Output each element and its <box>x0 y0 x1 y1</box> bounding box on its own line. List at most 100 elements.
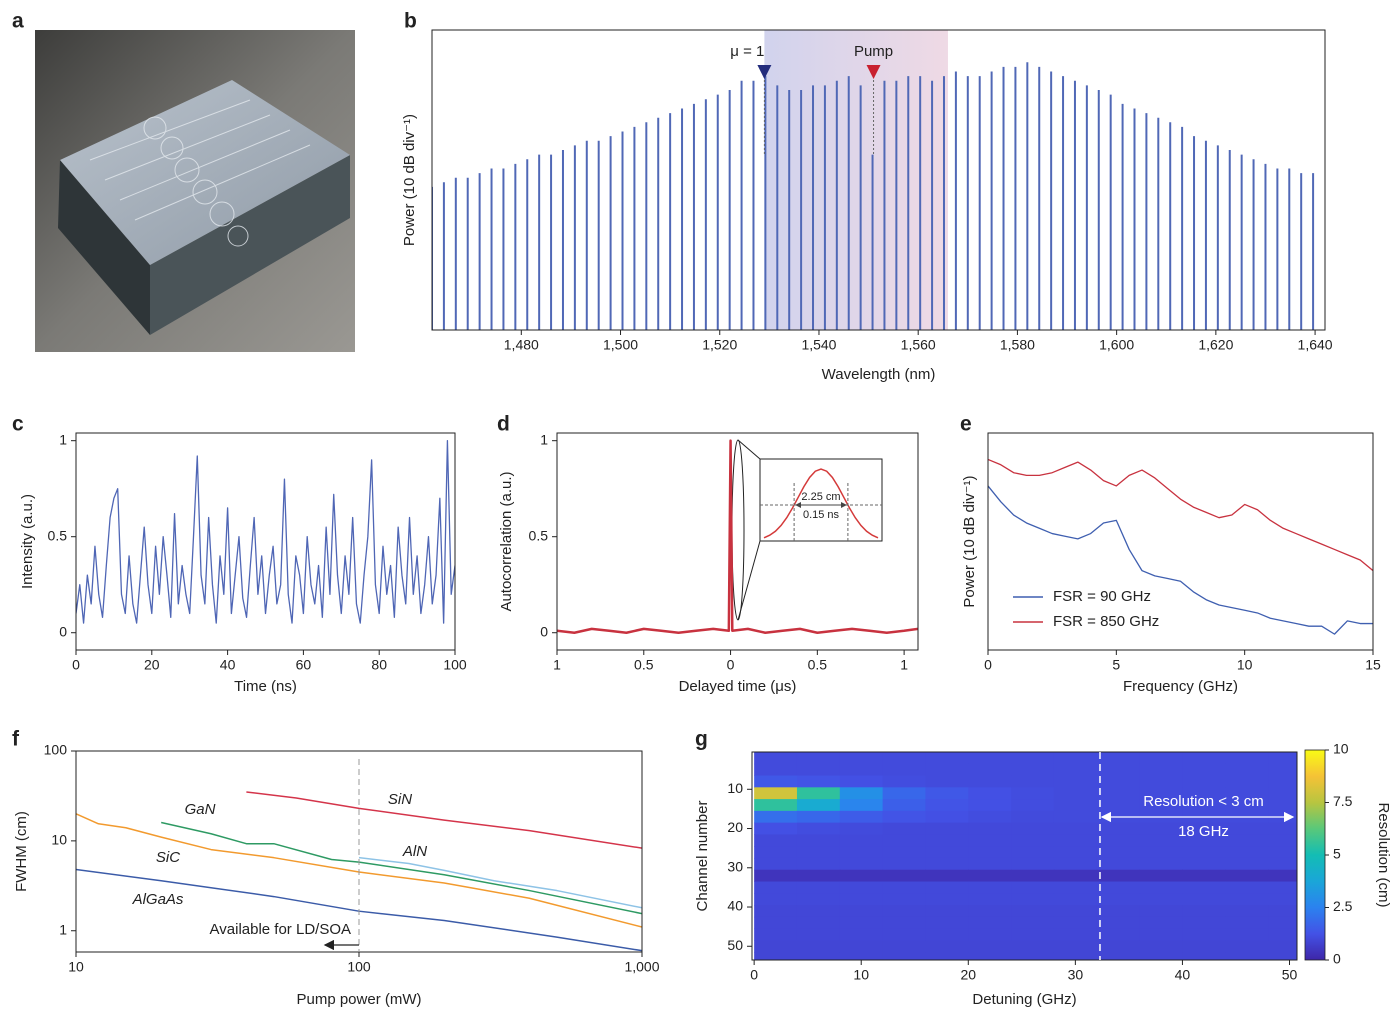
heat-cell <box>1268 799 1297 812</box>
heat-cell <box>1096 846 1141 859</box>
heat-cell <box>1268 881 1297 894</box>
heat-cell <box>1139 799 1183 812</box>
heat-cell <box>839 940 884 953</box>
heat-cell <box>796 928 841 941</box>
heat-cell <box>1096 787 1141 800</box>
heat-cell <box>839 893 884 906</box>
heat-cell <box>839 752 884 765</box>
heat-cell <box>882 834 926 847</box>
heat-cell <box>1225 916 1269 930</box>
panel-label: c <box>12 413 24 436</box>
heat-cell <box>925 952 969 960</box>
x-tick-label: 0 <box>72 657 80 673</box>
heat-cell <box>1053 763 1098 777</box>
heat-cell <box>1011 881 1055 894</box>
heat-cell <box>1053 952 1098 960</box>
heat-cell <box>754 787 798 800</box>
x-tick-label: 1 <box>553 657 561 673</box>
x-tick-label: 0 <box>727 657 735 673</box>
heat-cell <box>968 928 1012 941</box>
heat-cell <box>882 857 926 871</box>
heat-cell <box>1139 834 1183 847</box>
annotation: Available for LD/SOA <box>210 921 351 938</box>
x-tick-label: 1,520 <box>702 337 737 353</box>
heat-cell <box>1011 952 1055 960</box>
panel-label: d <box>497 413 510 436</box>
heat-cell <box>754 881 798 894</box>
heat-cell <box>839 775 884 788</box>
heat-cell <box>754 857 798 871</box>
inset-frame <box>731 439 883 621</box>
heat-cell <box>1182 775 1226 788</box>
heat-cell <box>925 775 969 788</box>
x-tick-label: 40 <box>220 657 236 673</box>
heat-cell <box>882 787 926 800</box>
x-tick-label: 20 <box>144 657 160 673</box>
heat-cell <box>754 916 798 930</box>
panel-label: f <box>12 728 20 751</box>
y-axis-label: FWHM (cm) <box>13 811 30 892</box>
heat-cell <box>1053 940 1098 953</box>
y-tick-label: 30 <box>727 858 743 874</box>
heat-cell <box>839 846 884 859</box>
heat-cell <box>839 916 884 930</box>
heat-cell <box>925 846 969 859</box>
heat-cell <box>1096 822 1141 835</box>
x-tick-label: 0 <box>750 967 758 983</box>
heat-cell <box>839 928 884 941</box>
x-tick-label: 5 <box>1112 657 1120 673</box>
heat-cell <box>1182 940 1226 953</box>
y-tick-label: 0.5 <box>48 527 68 543</box>
heat-cell <box>968 857 1012 871</box>
y-axis-label: Channel number <box>694 801 711 912</box>
heat-cell <box>1096 869 1141 883</box>
x-tick-label: 1,500 <box>603 337 638 353</box>
heat-cell <box>839 952 884 960</box>
x-tick-label: 1,600 <box>1099 337 1134 353</box>
heat-cell <box>1011 869 1055 883</box>
axes-frame <box>75 432 456 651</box>
series-line <box>988 485 1373 635</box>
plot-area <box>557 439 918 634</box>
heat-cell <box>796 810 841 824</box>
heat-cell <box>1268 763 1297 777</box>
heat-cell <box>925 893 969 906</box>
x-tick-label: 20 <box>960 967 976 983</box>
heat-cell <box>754 905 798 918</box>
y-tick-label: 1 <box>59 921 67 937</box>
heat-cell <box>1268 822 1297 835</box>
heat-cell <box>1225 834 1269 847</box>
y-tick-label: 10 <box>727 780 743 796</box>
panel-label: g <box>695 728 708 751</box>
heat-cell <box>1139 916 1183 930</box>
heat-cell <box>1225 775 1269 788</box>
heat-cell <box>1225 787 1269 800</box>
heat-cell <box>1011 810 1055 824</box>
marker-triangle <box>757 65 772 79</box>
heat-cell <box>1225 869 1269 883</box>
inset-annotation: 2.25 cm <box>801 491 840 503</box>
heat-cell <box>1182 846 1226 859</box>
plot-area <box>76 791 642 952</box>
heat-cell <box>754 952 798 960</box>
heat-cell <box>1268 857 1297 871</box>
heat-cell <box>1139 846 1183 859</box>
heat-cell <box>1053 928 1098 941</box>
heat-cell <box>968 846 1012 859</box>
heat-cell <box>1225 928 1269 941</box>
heat-cell <box>882 952 926 960</box>
heat-cell <box>882 752 926 765</box>
heat-cell <box>1182 893 1226 906</box>
heat-cell <box>1053 799 1098 812</box>
heat-cell <box>1011 787 1055 800</box>
x-tick-label: 10 <box>68 959 84 975</box>
heat-cell <box>839 905 884 918</box>
y-axis-label: Autocorrelation (a.u.) <box>498 471 515 611</box>
heat-cell <box>968 893 1012 906</box>
heat-cell <box>968 775 1012 788</box>
heat-cell <box>1139 752 1183 765</box>
heat-cell <box>925 905 969 918</box>
heat-cell <box>925 810 969 824</box>
heat-cell <box>882 763 926 777</box>
x-tick-label: 80 <box>371 657 387 673</box>
